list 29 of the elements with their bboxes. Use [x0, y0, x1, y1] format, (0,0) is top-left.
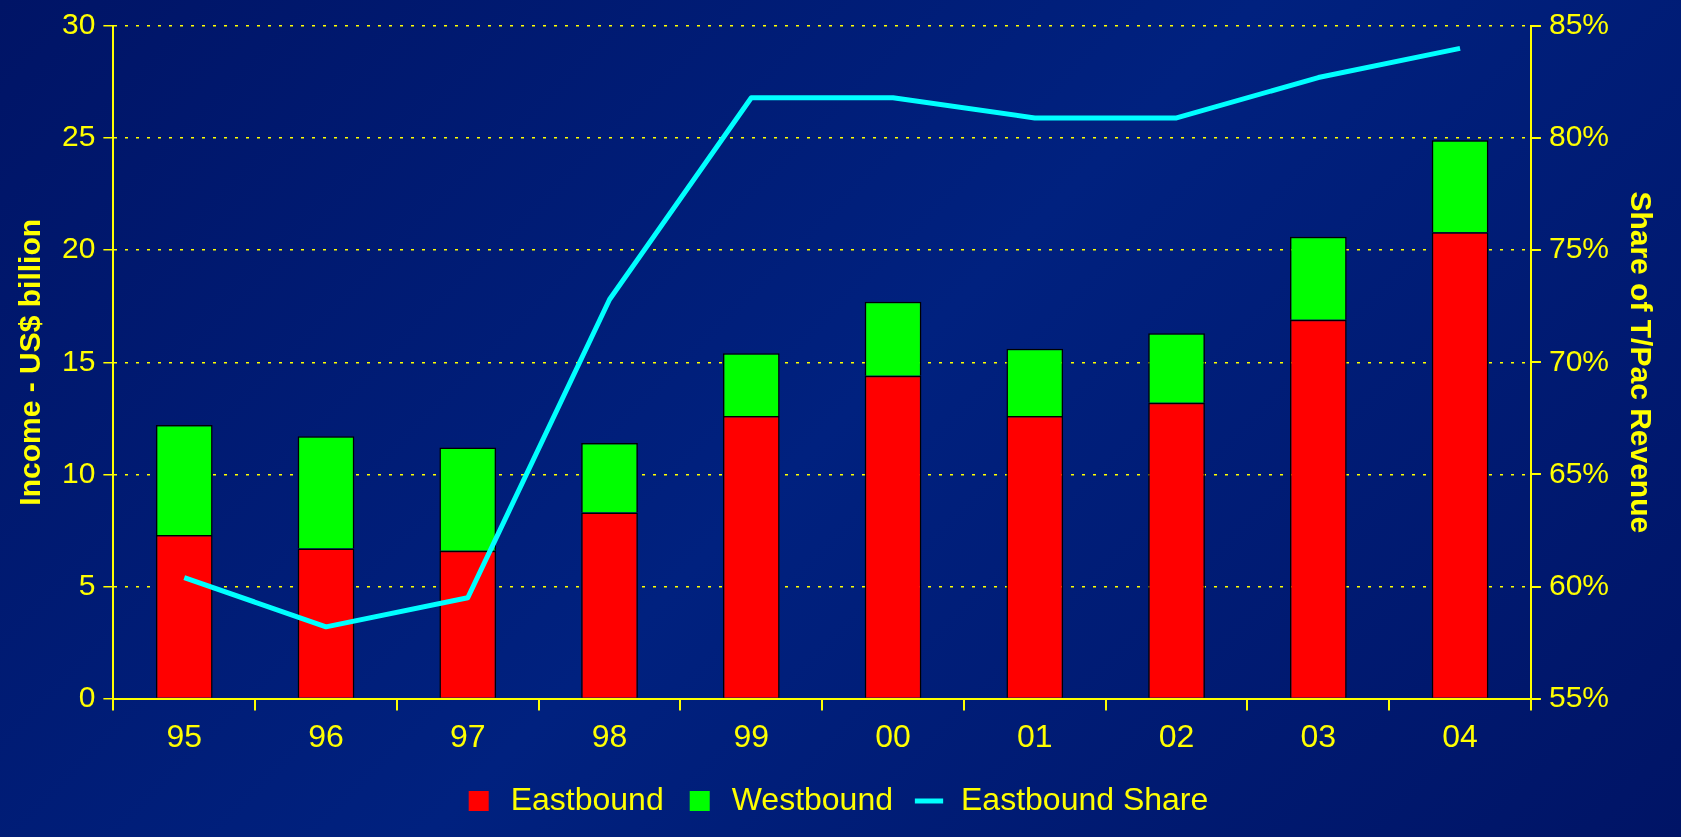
y2-tick-label: 85% [1548, 7, 1609, 41]
legend-label: Eastbound Share [961, 780, 1209, 817]
y-tick-label: 5 [78, 567, 96, 601]
y-tick-label: 20 [61, 231, 96, 265]
y-tick-label: 30 [61, 7, 96, 41]
x-tick-label: 02 [1158, 717, 1195, 754]
y2-tick-label: 70% [1548, 343, 1609, 377]
x-tick-label: 98 [591, 717, 628, 754]
y2-axis-title: Share of T/Pac Revenue [1624, 191, 1658, 534]
x-tick-label: 99 [733, 717, 770, 754]
legend-label: Eastbound [510, 780, 664, 817]
y-tick-label: 25 [61, 119, 96, 153]
y-tick-label: 0 [78, 679, 96, 713]
y2-tick-label: 80% [1548, 119, 1609, 153]
y2-tick-label: 55% [1548, 679, 1609, 713]
y2-tick-label: 60% [1548, 567, 1609, 601]
x-tick-label: 95 [166, 717, 203, 754]
y2-tick-label: 65% [1548, 455, 1609, 489]
x-tick-label: 03 [1300, 717, 1337, 754]
x-tick-label: 97 [449, 717, 486, 754]
legend-label: Westbound [731, 780, 894, 817]
x-tick-label: 04 [1442, 717, 1478, 754]
x-tick-label: 01 [1017, 717, 1053, 754]
y-axis-title: Income - US$ billion [13, 218, 47, 506]
x-tick-label: 96 [308, 717, 344, 754]
x-tick-label: 00 [875, 717, 911, 754]
y-tick-label: 10 [61, 455, 96, 489]
y-tick-label: 15 [61, 343, 96, 377]
y2-tick-label: 75% [1548, 231, 1609, 265]
